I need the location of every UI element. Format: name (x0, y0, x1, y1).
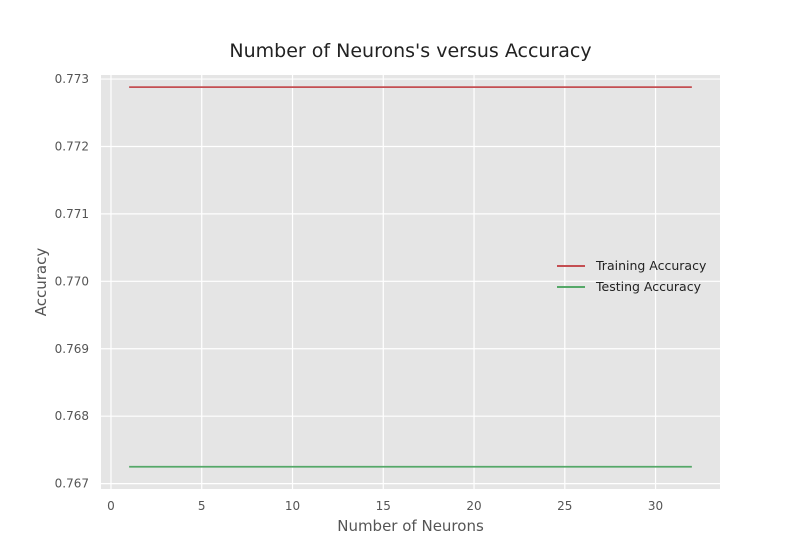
y-tick-label: 0.769 (55, 342, 89, 356)
x-tick-label: 10 (285, 499, 300, 513)
x-tick-label: 15 (376, 499, 391, 513)
y-tick-label: 0.773 (55, 72, 89, 86)
y-tick-label: 0.772 (55, 139, 89, 153)
legend-label-testing: Testing Accuracy (595, 279, 702, 294)
series-lines (129, 86, 692, 468)
x-tick-label: 30 (648, 499, 663, 513)
chart-title: Number of Neurons's versus Accuracy (229, 40, 591, 62)
grid-lines (101, 75, 720, 489)
tick-labels: 0 5 10 15 20 25 30 0.767 0.768 0.769 0.770 0.771 0.7… (55, 72, 664, 513)
y-tick-label: 0.767 (55, 477, 89, 491)
y-tick-label: 0.768 (55, 409, 89, 423)
legend-label-training: Training Accuracy (595, 258, 707, 273)
x-axis-label: Number of Neurons (337, 517, 484, 535)
y-tick-label: 0.771 (55, 207, 89, 221)
x-tick-label: 5 (198, 499, 206, 513)
x-tick-label: 25 (557, 499, 572, 513)
plot-area (101, 75, 720, 489)
x-tick-label: 20 (466, 499, 481, 513)
legend: Training Accuracy Testing Accuracy (557, 258, 707, 294)
y-axis-label: Accuracy (32, 248, 50, 317)
y-tick-label: 0.770 (55, 274, 89, 288)
x-tick-label: 0 (107, 499, 115, 513)
